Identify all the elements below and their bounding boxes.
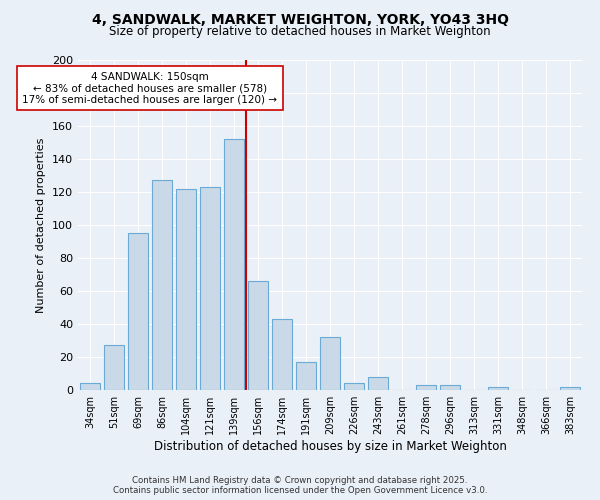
Bar: [248, 281, 268, 390]
Bar: [224, 139, 244, 390]
Bar: [368, 377, 388, 390]
Bar: [320, 337, 340, 390]
Text: 4 SANDWALK: 150sqm
← 83% of detached houses are smaller (578)
17% of semi-detach: 4 SANDWALK: 150sqm ← 83% of detached hou…: [23, 72, 277, 104]
Text: Contains HM Land Registry data © Crown copyright and database right 2025.
Contai: Contains HM Land Registry data © Crown c…: [113, 476, 487, 495]
Bar: [176, 188, 196, 390]
Bar: [440, 385, 460, 390]
Bar: [272, 319, 292, 390]
X-axis label: Distribution of detached houses by size in Market Weighton: Distribution of detached houses by size …: [154, 440, 506, 453]
Bar: [416, 385, 436, 390]
Bar: [488, 386, 508, 390]
Bar: [344, 384, 364, 390]
Bar: [200, 187, 220, 390]
Y-axis label: Number of detached properties: Number of detached properties: [37, 138, 46, 312]
Text: Size of property relative to detached houses in Market Weighton: Size of property relative to detached ho…: [109, 25, 491, 38]
Bar: [104, 346, 124, 390]
Bar: [152, 180, 172, 390]
Bar: [80, 384, 100, 390]
Bar: [296, 362, 316, 390]
Bar: [560, 386, 580, 390]
Bar: [128, 233, 148, 390]
Text: 4, SANDWALK, MARKET WEIGHTON, YORK, YO43 3HQ: 4, SANDWALK, MARKET WEIGHTON, YORK, YO43…: [91, 12, 509, 26]
